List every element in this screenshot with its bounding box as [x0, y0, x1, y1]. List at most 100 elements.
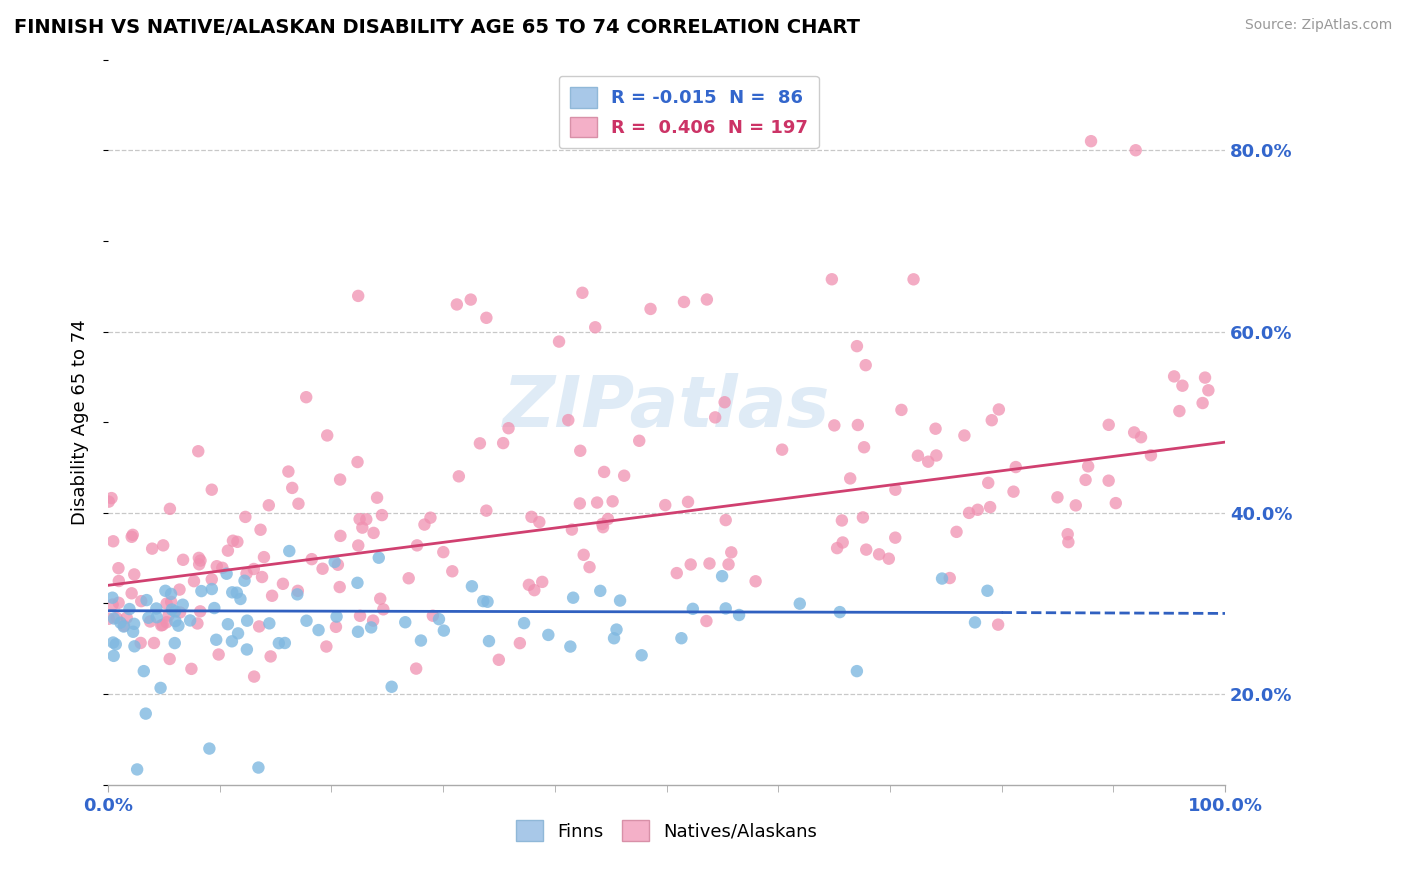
- Point: [640, 301, 662, 316]
- Point: [103, 611, 125, 625]
- Point: [236, 642, 259, 657]
- Point: [602, 494, 624, 508]
- Point: [931, 572, 953, 586]
- Point: [315, 640, 337, 654]
- Point: [201, 483, 224, 497]
- Point: [160, 587, 183, 601]
- Point: [907, 449, 929, 463]
- Point: [97, 494, 120, 508]
- Point: [211, 561, 233, 575]
- Point: [845, 339, 868, 353]
- Point: [225, 585, 247, 599]
- Point: [259, 649, 281, 664]
- Point: [243, 562, 266, 576]
- Point: [714, 513, 737, 527]
- Point: [274, 636, 297, 650]
- Point: [243, 670, 266, 684]
- Point: [233, 574, 256, 588]
- Point: [172, 598, 194, 612]
- Point: [571, 285, 593, 300]
- Point: [548, 334, 571, 349]
- Point: [188, 558, 211, 572]
- Point: [572, 548, 595, 562]
- Text: ZIPatlas: ZIPatlas: [503, 373, 830, 442]
- Point: [104, 637, 127, 651]
- Point: [107, 596, 129, 610]
- Point: [586, 495, 609, 509]
- Point: [613, 468, 636, 483]
- Point: [163, 636, 186, 650]
- Point: [325, 609, 347, 624]
- Point: [1194, 370, 1216, 384]
- Point: [361, 614, 384, 628]
- Point: [413, 517, 436, 532]
- Point: [1191, 396, 1213, 410]
- Point: [560, 640, 582, 654]
- Point: [596, 512, 619, 526]
- Point: [696, 293, 718, 307]
- Point: [352, 521, 374, 535]
- Point: [208, 648, 231, 662]
- Point: [235, 566, 257, 581]
- Point: [183, 574, 205, 589]
- Point: [1056, 527, 1078, 541]
- Point: [295, 390, 318, 404]
- Point: [562, 591, 585, 605]
- Point: [323, 555, 346, 569]
- Point: [145, 610, 167, 624]
- Point: [839, 471, 862, 485]
- Point: [381, 680, 404, 694]
- Point: [373, 602, 395, 616]
- Point: [676, 495, 699, 509]
- Point: [1125, 143, 1147, 157]
- Point: [205, 632, 228, 647]
- Point: [609, 593, 631, 607]
- Point: [987, 617, 1010, 632]
- Point: [523, 583, 546, 598]
- Point: [247, 760, 270, 774]
- Point: [226, 626, 249, 640]
- Point: [593, 465, 616, 479]
- Point: [477, 595, 499, 609]
- Point: [367, 550, 389, 565]
- Point: [589, 583, 612, 598]
- Point: [329, 580, 352, 594]
- Point: [138, 611, 160, 625]
- Point: [121, 530, 143, 544]
- Point: [250, 570, 273, 584]
- Point: [432, 545, 454, 559]
- Point: [672, 295, 695, 310]
- Point: [405, 662, 427, 676]
- Point: [1197, 384, 1219, 398]
- Point: [720, 545, 742, 559]
- Point: [308, 623, 330, 637]
- Point: [121, 586, 143, 600]
- Point: [953, 428, 976, 442]
- Point: [925, 449, 948, 463]
- Point: [468, 436, 491, 450]
- Point: [868, 547, 890, 561]
- Point: [229, 591, 252, 606]
- Point: [301, 552, 323, 566]
- Point: [368, 591, 391, 606]
- Point: [1002, 484, 1025, 499]
- Point: [235, 509, 257, 524]
- Point: [346, 455, 368, 469]
- Point: [360, 620, 382, 634]
- Point: [285, 587, 308, 601]
- Point: [101, 635, 124, 649]
- Point: [1080, 134, 1102, 148]
- Point: [1004, 460, 1026, 475]
- Point: [201, 582, 224, 596]
- Point: [711, 569, 734, 583]
- Point: [287, 583, 309, 598]
- Point: [398, 571, 420, 585]
- Point: [671, 631, 693, 645]
- Point: [433, 624, 456, 638]
- Point: [884, 483, 907, 497]
- Point: [115, 611, 138, 625]
- Point: [704, 410, 727, 425]
- Point: [247, 619, 270, 633]
- Point: [394, 615, 416, 630]
- Point: [561, 523, 583, 537]
